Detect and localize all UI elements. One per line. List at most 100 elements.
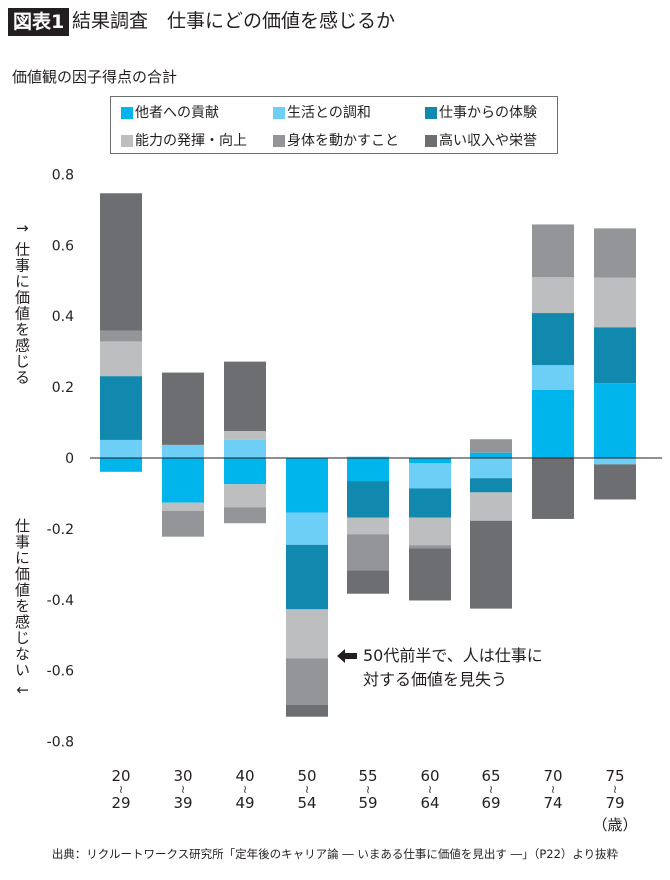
bar-segment xyxy=(347,517,389,535)
bar-segment xyxy=(347,534,389,571)
bar-segment xyxy=(532,277,574,314)
x-tick-label: 60 ≀ 64 xyxy=(405,768,455,811)
bar-segment xyxy=(470,439,512,453)
x-tick-part: 60 xyxy=(420,767,440,785)
legend-item: 生活との調和 xyxy=(273,101,425,126)
bar-segment xyxy=(286,705,328,717)
bar-segment xyxy=(470,452,512,458)
source-note: 出典：リクルートワークス研究所「定年後のキャリア論 ― いまある仕事に価値を見出… xyxy=(51,847,619,861)
bar-segment xyxy=(286,512,328,545)
bar-segment xyxy=(100,458,142,472)
x-tick-part: ≀ xyxy=(118,783,124,796)
y-tick-label: 0 xyxy=(65,451,74,467)
x-tick-part: ≀ xyxy=(304,783,310,796)
legend-item: 高い収入や栄誉 xyxy=(425,129,565,154)
bar-segment xyxy=(162,372,204,445)
bar-segment xyxy=(224,507,266,524)
bar-segment xyxy=(224,431,266,440)
bar-segment xyxy=(594,383,636,458)
x-tick-part: 49 xyxy=(235,794,255,812)
x-tick-label: 30 ≀ 39 xyxy=(158,768,208,811)
bar-segment xyxy=(100,330,142,342)
bar-segment xyxy=(224,458,266,485)
bar-segment xyxy=(347,458,389,482)
chart-title: 結果調査 仕事にどの価値を感じるか xyxy=(72,10,396,32)
x-tick-label: 55 ≀ 59 xyxy=(343,768,393,811)
legend-swatch xyxy=(425,107,437,120)
bar-segment xyxy=(100,193,142,331)
y-tick-label: 0.6 xyxy=(52,238,74,254)
bar-segment xyxy=(594,228,636,278)
legend-label: 能力の発揮・向上 xyxy=(135,132,247,149)
legend-label: 高い収入や栄誉 xyxy=(439,132,537,149)
bar-segment xyxy=(532,313,574,366)
x-tick-label: 65 ≀ 69 xyxy=(466,768,516,811)
bar-segment xyxy=(532,389,574,458)
y-tick-label: 0.4 xyxy=(52,309,74,325)
bar-segment xyxy=(594,327,636,384)
x-tick-label: 75 ≀ 79 （歳） xyxy=(590,768,640,833)
y-tick-label: -0.6 xyxy=(47,664,74,680)
bar-segment xyxy=(532,224,574,278)
legend-swatch xyxy=(121,134,133,147)
x-tick-part: 40 xyxy=(235,767,255,785)
y-tick-label: -0.2 xyxy=(47,522,74,538)
bar-segment xyxy=(594,464,636,500)
bar-segment xyxy=(470,478,512,493)
bar-segment xyxy=(100,341,142,377)
bar-segment xyxy=(224,439,266,458)
x-tick-part: ≀ xyxy=(612,783,618,796)
x-tick-part: 59 xyxy=(358,794,378,812)
x-tick-part: 39 xyxy=(173,794,193,812)
x-tick-label: 70 ≀ 74 xyxy=(528,768,578,811)
x-tick-part: 75 xyxy=(605,767,625,785)
x-tick-part: 50 xyxy=(297,767,317,785)
x-tick-part: ≀ xyxy=(180,783,186,796)
x-tick-part: 20 xyxy=(111,767,131,785)
bar-segment xyxy=(409,458,451,464)
legend-item: 他者への貢献 xyxy=(121,101,273,126)
bar-segment xyxy=(347,481,389,518)
figure-badge: 図表1 xyxy=(8,8,70,36)
y-axis-label-negative: 仕事に価値を感じない ↓ xyxy=(13,518,31,698)
y-tick-label: 0.2 xyxy=(52,380,74,396)
y-tick-label: -0.4 xyxy=(47,593,74,609)
annotation: 50代前半で、人は仕事に 対する価値を見失う xyxy=(337,644,543,692)
bar-segment xyxy=(347,570,389,594)
chart-subtitle: 価値観の因子得点の合計 xyxy=(12,68,178,86)
bar-segment xyxy=(409,488,451,518)
bar-segment xyxy=(594,458,636,465)
legend-swatch xyxy=(425,134,437,147)
annotation-line-1: 50代前半で、人は仕事に xyxy=(363,646,543,665)
legend-swatch xyxy=(273,107,285,120)
bar-segment xyxy=(286,458,328,513)
x-tick-part: ≀ xyxy=(488,783,494,796)
legend-item: 能力の発揮・向上 xyxy=(121,129,273,154)
x-tick-label: 40 ≀ 49 xyxy=(220,768,270,811)
bar-segment xyxy=(286,658,328,706)
x-tick-part: 55 xyxy=(358,767,378,785)
y-axis-label-positive: ↑ 仕事に価値を感じる xyxy=(13,222,31,386)
bar-segment xyxy=(532,365,574,390)
bar-segment xyxy=(286,609,328,659)
x-tick-part: ≀ xyxy=(427,783,433,796)
x-tick-part: 79 xyxy=(605,794,625,812)
y-tick-label: 0.8 xyxy=(52,167,74,183)
bar-segment xyxy=(162,444,204,458)
bar-segment xyxy=(224,361,266,432)
bar-segment xyxy=(409,545,451,549)
bar-segment xyxy=(470,458,512,479)
x-tick-part: 74 xyxy=(543,794,563,812)
bar-segment xyxy=(409,463,451,489)
x-tick-part: 65 xyxy=(481,767,501,785)
bar-segment xyxy=(286,544,328,610)
legend-label: 他者への貢献 xyxy=(135,105,219,122)
x-tick-label: 50 ≀ 54 xyxy=(282,768,332,811)
annotation-line-2: 対する価値を見失う xyxy=(363,670,508,689)
bar-segment xyxy=(224,484,266,508)
bar-segment xyxy=(532,458,574,519)
bar-segment xyxy=(100,376,142,440)
x-tick-part: 29 xyxy=(111,794,131,812)
bar-segment xyxy=(162,502,204,511)
